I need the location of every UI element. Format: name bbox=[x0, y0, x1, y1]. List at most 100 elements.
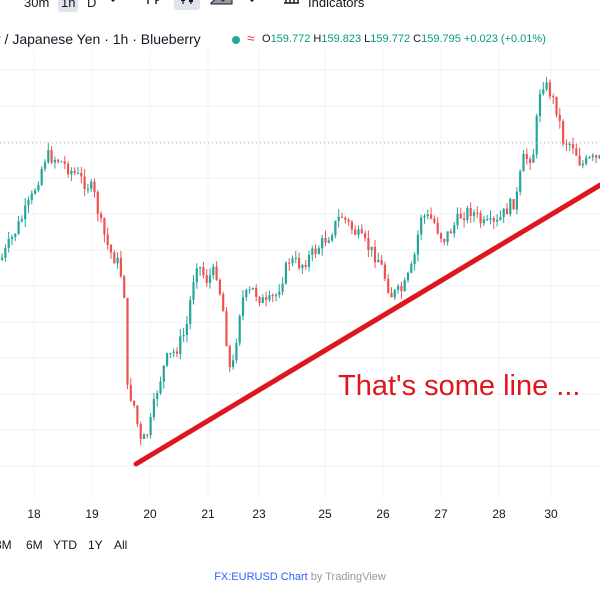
candle-body bbox=[558, 114, 561, 121]
candle-body bbox=[268, 295, 271, 300]
chevron-down-icon[interactable] bbox=[243, 0, 261, 10]
area-chart-icon[interactable] bbox=[210, 0, 234, 10]
market-status-dot bbox=[232, 36, 240, 44]
candle-body bbox=[149, 417, 152, 436]
price-chart[interactable]: That's some line ... bbox=[0, 50, 600, 497]
candle-body bbox=[179, 336, 182, 354]
candle-body bbox=[126, 297, 129, 385]
candle-body bbox=[156, 393, 159, 400]
candle-body bbox=[548, 82, 551, 97]
attribution: FX:EURUSD Chart by TradingView bbox=[0, 571, 600, 583]
candle-body bbox=[393, 289, 396, 298]
candle-body bbox=[304, 264, 307, 267]
candle-body bbox=[139, 424, 142, 439]
candle-body bbox=[364, 233, 367, 239]
candle-body bbox=[307, 254, 311, 267]
chevron-down-icon[interactable] bbox=[104, 0, 122, 10]
candle-body bbox=[522, 154, 525, 172]
candle-body bbox=[575, 148, 578, 156]
candle-body bbox=[185, 323, 188, 335]
candle-body bbox=[103, 218, 106, 235]
candle-body bbox=[60, 161, 63, 163]
candle-body bbox=[284, 262, 287, 284]
candle-body bbox=[14, 233, 17, 237]
range-1y-button[interactable]: 1Y bbox=[88, 538, 103, 552]
candle-body bbox=[334, 220, 337, 236]
candles-icon[interactable] bbox=[174, 0, 200, 10]
indicators-icon[interactable] bbox=[283, 0, 301, 10]
candle-body bbox=[519, 171, 522, 192]
x-tick-label: 19 bbox=[85, 507, 99, 521]
candle-body bbox=[400, 285, 403, 292]
candle-body bbox=[271, 295, 274, 297]
interval-d-button[interactable]: D bbox=[87, 0, 97, 10]
range-3m-button[interactable]: 3M bbox=[0, 538, 12, 552]
candle-body bbox=[420, 217, 423, 235]
x-tick-label: 26 bbox=[376, 507, 390, 521]
candle-body bbox=[423, 215, 426, 218]
candle-body bbox=[578, 155, 581, 166]
attribution-by: by TradingView bbox=[307, 571, 386, 583]
candle-body bbox=[370, 246, 373, 251]
candle-body bbox=[433, 218, 436, 223]
candle-body bbox=[529, 159, 532, 163]
candle-body bbox=[288, 262, 291, 264]
candle-body bbox=[70, 170, 73, 175]
candle-body bbox=[476, 212, 479, 214]
candle-body bbox=[7, 238, 10, 248]
interval-1h-button[interactable]: 1h bbox=[58, 0, 79, 12]
candle-body bbox=[347, 219, 350, 222]
candle-body bbox=[426, 214, 429, 216]
candle-body bbox=[215, 266, 218, 280]
symbol-title[interactable]: r / Japanese Yen · 1h · Blueberry bbox=[0, 31, 201, 47]
candle-body bbox=[123, 276, 126, 298]
candle-body bbox=[298, 258, 301, 269]
interval-30m-button[interactable]: 30m bbox=[24, 0, 50, 10]
candle-body bbox=[294, 258, 297, 260]
candle-body bbox=[133, 400, 136, 406]
candle-body bbox=[73, 170, 76, 174]
range-ytd-button[interactable]: YTD bbox=[53, 538, 77, 552]
candle-body bbox=[43, 162, 47, 169]
candle-body bbox=[555, 96, 558, 115]
candle-body bbox=[182, 334, 185, 337]
candle-body bbox=[377, 260, 380, 263]
candle-body bbox=[406, 272, 410, 281]
candle-body bbox=[542, 89, 545, 94]
candle-body bbox=[443, 238, 446, 243]
x-tick-label: 27 bbox=[434, 507, 448, 521]
close-label: C bbox=[413, 33, 422, 45]
candle-body bbox=[479, 213, 482, 224]
x-tick-label: 23 bbox=[252, 507, 266, 521]
chart-link[interactable]: FX:EURUSD Chart bbox=[214, 571, 308, 583]
range-all-button[interactable]: All bbox=[114, 538, 128, 552]
candle-body bbox=[311, 248, 314, 255]
candle-body bbox=[90, 181, 93, 189]
candle-body bbox=[265, 297, 268, 300]
candle-body bbox=[208, 275, 212, 283]
candle-body bbox=[10, 236, 14, 239]
candle-body bbox=[486, 219, 489, 221]
candle-body bbox=[502, 208, 505, 218]
candle-body bbox=[456, 213, 459, 226]
candle-body bbox=[228, 346, 231, 368]
candle-body bbox=[63, 161, 66, 164]
candle-body bbox=[515, 191, 518, 210]
chart-grid bbox=[0, 50, 600, 497]
bar-style-icon[interactable] bbox=[143, 0, 161, 10]
x-tick-label: 21 bbox=[201, 507, 215, 521]
indicators-button[interactable]: Indicators bbox=[308, 0, 365, 10]
chart-toolbar: 30m 1h D Indicators bbox=[0, 0, 600, 14]
candle-body bbox=[532, 154, 535, 163]
candle-body bbox=[53, 159, 56, 163]
candle-body bbox=[86, 188, 89, 190]
candle-body bbox=[205, 275, 208, 283]
candle-body bbox=[166, 353, 169, 366]
candle-body bbox=[367, 238, 370, 251]
candle-body bbox=[251, 287, 254, 290]
high-label: H bbox=[313, 33, 322, 45]
candle-body bbox=[106, 234, 109, 246]
candle-body bbox=[199, 267, 202, 269]
range-6m-button[interactable]: 6M bbox=[26, 538, 43, 552]
candle-body bbox=[278, 291, 281, 295]
